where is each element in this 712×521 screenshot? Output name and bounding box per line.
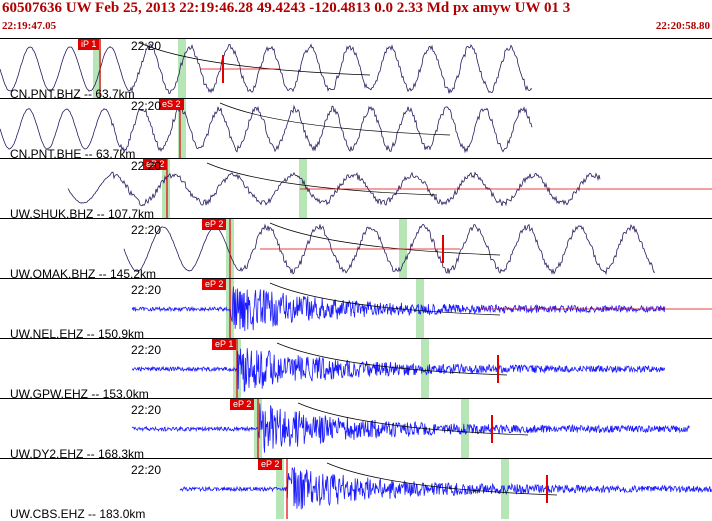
trace-plot — [0, 39, 533, 99]
time-label: 22:20 — [131, 283, 162, 297]
pick-marker[interactable]: eP 2 — [258, 459, 283, 470]
trace-panel-nel-ehz[interactable]: eP 2 22:20 UW.NEL.EHZ -- 150.9km — [0, 278, 712, 341]
analysis-window — [162, 159, 170, 219]
waveform — [131, 403, 690, 453]
pick-marker[interactable]: eP 1 — [212, 339, 237, 350]
station-label: CN.PNT.BHZ -- 63.7km — [10, 87, 135, 101]
station-label: UW.DY2.EHZ -- 168.3km — [10, 447, 145, 461]
event-title: 60507636 UW Feb 25, 2013 22:19:46.28 49.… — [2, 0, 571, 16]
pick-marker[interactable]: eP 2 — [202, 219, 227, 230]
analysis-window — [93, 39, 101, 99]
time-label: 22:20 — [131, 403, 162, 417]
analysis-window — [421, 339, 429, 399]
time-label: 22:20 — [131, 343, 162, 357]
trace-plot — [131, 399, 690, 459]
trace-panel-gpw-ehz[interactable]: eP 1 22:20 UW.GPW.EHZ -- 153.0km — [0, 338, 712, 401]
coda-curve — [276, 342, 508, 376]
trace-plot — [179, 459, 712, 519]
waveform — [67, 171, 601, 207]
trace-panel-pnt-bhe[interactable]: eS 2 22:20 CN.PNT.BHE -- 63.7km — [0, 98, 712, 161]
trace-panel-omak-bhz[interactable]: eP 2 22:20 UW.OMAK.BHZ -- 145.2km — [0, 218, 712, 281]
header: 60507636 UW Feb 25, 2013 22:19:46.28 49.… — [0, 0, 712, 36]
coda-curve — [269, 222, 501, 256]
trace-panel-cbs-ehz[interactable]: eP 2 22:20 UW.CBS.EHZ -- 183.0km — [0, 458, 712, 521]
station-label: UW.NEL.EHZ -- 150.9km — [10, 327, 145, 341]
seismogram-panels: iP 1 22:20 CN.PNT.BHZ -- 63.7km eS 2 22:… — [0, 38, 712, 521]
analysis-window — [461, 399, 469, 459]
trace-panel-dy2-ehz[interactable]: eP 2 22:20 UW.DY2.EHZ -- 168.3km — [0, 398, 712, 461]
station-label: UW.OMAK.BHZ -- 145.2km — [10, 267, 157, 281]
pick-marker[interactable]: eP 2 — [230, 399, 255, 410]
waveform — [0, 104, 533, 154]
coda-curve — [326, 462, 558, 496]
end-time: 22:20:58.80 — [655, 20, 710, 32]
coda-curve — [206, 162, 438, 196]
coda-curve — [297, 402, 529, 436]
start-time: 22:19:47.05 — [2, 20, 57, 32]
station-label: UW.GPW.EHZ -- 153.0km — [10, 387, 149, 401]
analysis-window — [178, 99, 186, 159]
station-label: UW.CBS.EHZ -- 183.0km — [10, 507, 146, 521]
station-label: CN.PNT.BHE -- 63.7km — [10, 147, 136, 161]
trace-plot — [67, 159, 712, 219]
pick-marker[interactable]: eP 2 — [143, 159, 168, 170]
waveform — [131, 348, 666, 393]
waveform — [131, 286, 666, 332]
pick-marker[interactable]: iP 1 — [78, 39, 100, 50]
time-label: 22:20 — [131, 223, 162, 237]
time-label: 22:20 — [131, 463, 162, 477]
coda-curve — [269, 282, 501, 316]
time-label: 22:20 — [131, 99, 162, 113]
time-label: 22:20 — [131, 159, 162, 173]
pick-marker[interactable]: eP 2 — [202, 279, 227, 290]
trace-plot — [131, 339, 666, 399]
trace-panel-pnt-bhz[interactable]: iP 1 22:20 CN.PNT.BHZ -- 63.7km — [0, 38, 712, 101]
time-label: 22:20 — [131, 39, 162, 53]
waveform — [0, 43, 533, 94]
pick-marker[interactable]: eS 2 — [159, 99, 184, 110]
waveform — [179, 467, 712, 510]
analysis-window — [178, 39, 186, 99]
coda-curve — [139, 42, 371, 76]
trace-plot — [131, 279, 712, 339]
coda-curve — [219, 102, 451, 136]
analysis-window — [416, 279, 424, 339]
trace-panel-shuk-bhz[interactable]: eP 2 22:20 UW.SHUK.BHZ -- 107.7km — [0, 158, 712, 221]
station-label: UW.SHUK.BHZ -- 107.7km — [10, 207, 155, 221]
